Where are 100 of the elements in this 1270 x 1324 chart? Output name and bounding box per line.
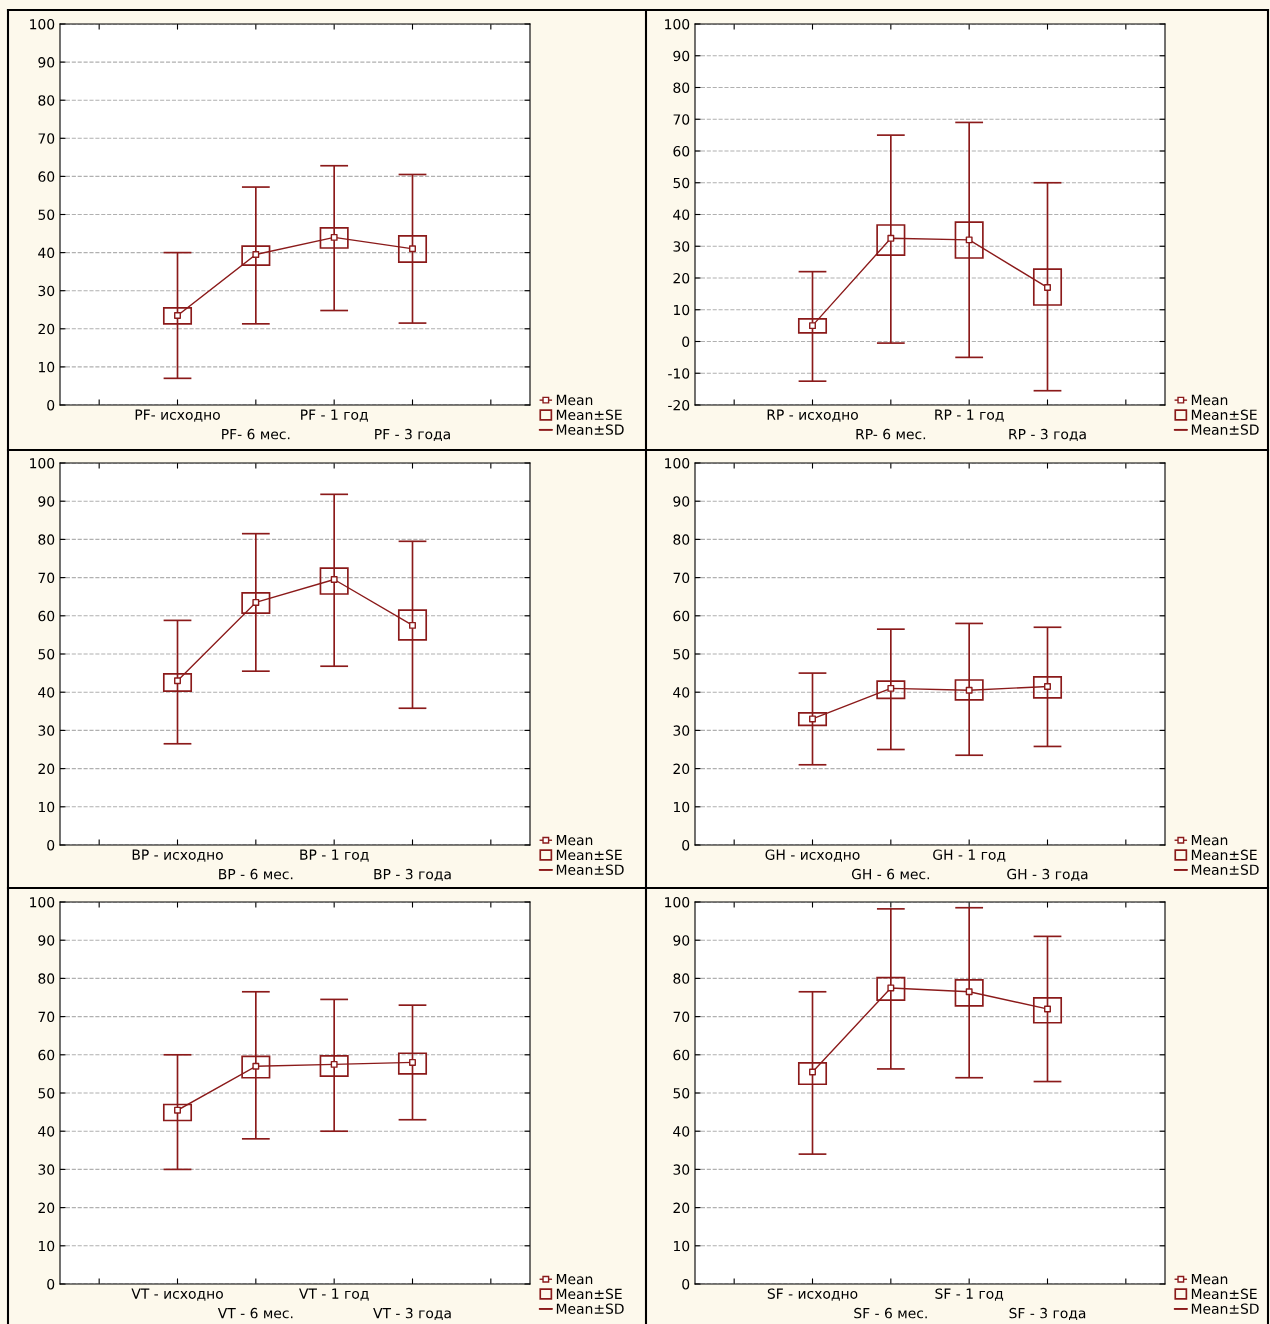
- y-tick-label: 10: [38, 1240, 55, 1252]
- y-tick-label: 80: [673, 82, 690, 93]
- y-tick-label: 80: [673, 973, 690, 984]
- y-tick-label: 30: [673, 241, 690, 252]
- x-tick-label: BP - 3 года: [374, 868, 451, 882]
- y-tick-label: 60: [38, 1049, 55, 1061]
- x-tick-label: GH - 6 мес.: [851, 868, 930, 880]
- y-tick-label: 60: [673, 145, 690, 157]
- y-tick-label: 100: [30, 18, 55, 30]
- y-tick-label: 100: [665, 18, 690, 30]
- y-tick-label: 0: [47, 839, 55, 851]
- legend-label: Mean±SE: [556, 409, 622, 421]
- legend-label: Mean±SD: [556, 424, 624, 435]
- x-tick-label: BP - 1 год: [300, 849, 369, 862]
- x-tick-label: RP - исходно: [767, 409, 858, 422]
- y-tick-label: 80: [38, 534, 55, 545]
- y-tick-label: 70: [38, 1011, 55, 1023]
- y-tick-label: 30: [673, 725, 690, 736]
- x-tick-label: RP- 6 мес.: [856, 428, 926, 440]
- legend-label: Mean±SD: [1191, 424, 1259, 435]
- legend-label: Mean±SD: [1191, 864, 1259, 875]
- point: [1044, 284, 1051, 291]
- y-tick-label: 70: [673, 572, 690, 584]
- x-tick-label: VT - исходно: [131, 1288, 223, 1301]
- y-tick-label: 90: [38, 496, 55, 507]
- y-tick-label: 0: [682, 1278, 690, 1290]
- x-tick-label: SF - 6 мес.: [854, 1307, 927, 1319]
- y-tick-label: 70: [38, 572, 55, 584]
- x-tick-label: GH - 1 год: [933, 849, 1006, 862]
- y-tick-label: 60: [673, 1049, 690, 1061]
- y-tick-label: 90: [38, 935, 55, 946]
- x-tick-label: VT - 3 года: [373, 1307, 451, 1321]
- x-tick-label: GH - исходно: [765, 849, 860, 862]
- y-tick-label: 10: [673, 1240, 690, 1252]
- y-tick-label: 50: [38, 209, 55, 220]
- y-tick-label: 50: [38, 648, 55, 660]
- y-tick-label: 100: [30, 896, 55, 908]
- y-tick-label: 20: [673, 1202, 690, 1214]
- y-tick-label: 30: [38, 285, 55, 297]
- legend-label: Mean±SE: [1191, 849, 1257, 861]
- legend-label: Mean: [1191, 1273, 1228, 1285]
- y-tick-label: 20: [673, 272, 690, 284]
- x-tick-label: PF - 1 год: [301, 409, 368, 422]
- x-tick-label: GH - 3 года: [1007, 868, 1088, 882]
- y-tick-label: -10: [668, 368, 690, 379]
- y-tick-label: 80: [38, 973, 55, 984]
- x-tick-label: PF- исходно: [135, 409, 220, 422]
- legend-label: Mean±SE: [1191, 409, 1257, 421]
- y-tick-label: 0: [47, 1278, 55, 1290]
- legend-label: Mean: [556, 1273, 593, 1285]
- y-tick-label: 30: [673, 1164, 690, 1175]
- y-tick-label: 0: [47, 399, 55, 411]
- y-tick-label: 40: [38, 247, 55, 259]
- y-tick-label: 50: [673, 1087, 690, 1099]
- legend-label: Mean±SD: [556, 864, 624, 875]
- legend-label: Mean±SE: [1191, 1288, 1257, 1300]
- legend-label: Mean±SD: [556, 1303, 624, 1314]
- x-tick-label: VT - 1 год: [299, 1288, 369, 1301]
- y-tick-label: 20: [38, 323, 55, 335]
- x-tick-label: VT - 6 мес.: [217, 1307, 293, 1319]
- y-tick-label: 100: [665, 457, 690, 469]
- y-tick-label: 90: [673, 50, 690, 62]
- y-tick-label: 60: [38, 610, 55, 622]
- y-tick-label: 10: [38, 801, 55, 813]
- y-tick-label: 90: [673, 496, 690, 507]
- y-tick-label: 100: [30, 457, 55, 469]
- legend-label: Mean±SE: [556, 1288, 622, 1300]
- legend-label: Mean: [556, 834, 593, 846]
- y-tick-label: 40: [673, 209, 690, 220]
- y-tick-label: 60: [673, 610, 690, 622]
- y-tick-label: 40: [673, 687, 690, 698]
- y-tick-label: 20: [38, 1202, 55, 1214]
- y-tick-label: 90: [673, 935, 690, 946]
- y-tick-label: 20: [38, 763, 55, 775]
- y-tick-label: 40: [673, 1126, 690, 1137]
- y-tick-label: 80: [38, 95, 55, 106]
- x-tick-label: SF - 1 год: [935, 1288, 1004, 1301]
- x-tick-label: BP - 6 мес.: [219, 868, 293, 880]
- y-tick-label: 10: [673, 304, 690, 316]
- y-tick-label: 70: [673, 114, 690, 125]
- x-tick-label: SF - 3 года: [1009, 1307, 1086, 1321]
- y-tick-label: 50: [673, 648, 690, 660]
- y-tick-label: 30: [38, 725, 55, 736]
- x-tick-label: BP - исходно: [132, 849, 223, 862]
- y-tick-label: 90: [38, 57, 55, 68]
- y-tick-label: 10: [38, 361, 55, 373]
- y-tick-label: 70: [673, 1011, 690, 1023]
- y-tick-label: 70: [38, 133, 55, 144]
- x-tick-label: PF - 3 года: [375, 428, 450, 442]
- x-tick-label: RP - 3 года: [1009, 428, 1086, 442]
- y-tick-label: 30: [38, 1164, 55, 1175]
- x-tick-label: SF - исходно: [767, 1288, 858, 1301]
- x-tick-label: PF- 6 мес.: [222, 428, 290, 440]
- y-tick-label: 50: [38, 1087, 55, 1099]
- legend-label: Mean±SE: [556, 849, 622, 861]
- y-tick-label: 40: [38, 687, 55, 698]
- y-tick-label: 60: [38, 171, 55, 182]
- legend-label: Mean: [1191, 394, 1228, 406]
- y-tick-label: 50: [673, 177, 690, 189]
- y-tick-label: 100: [665, 896, 690, 908]
